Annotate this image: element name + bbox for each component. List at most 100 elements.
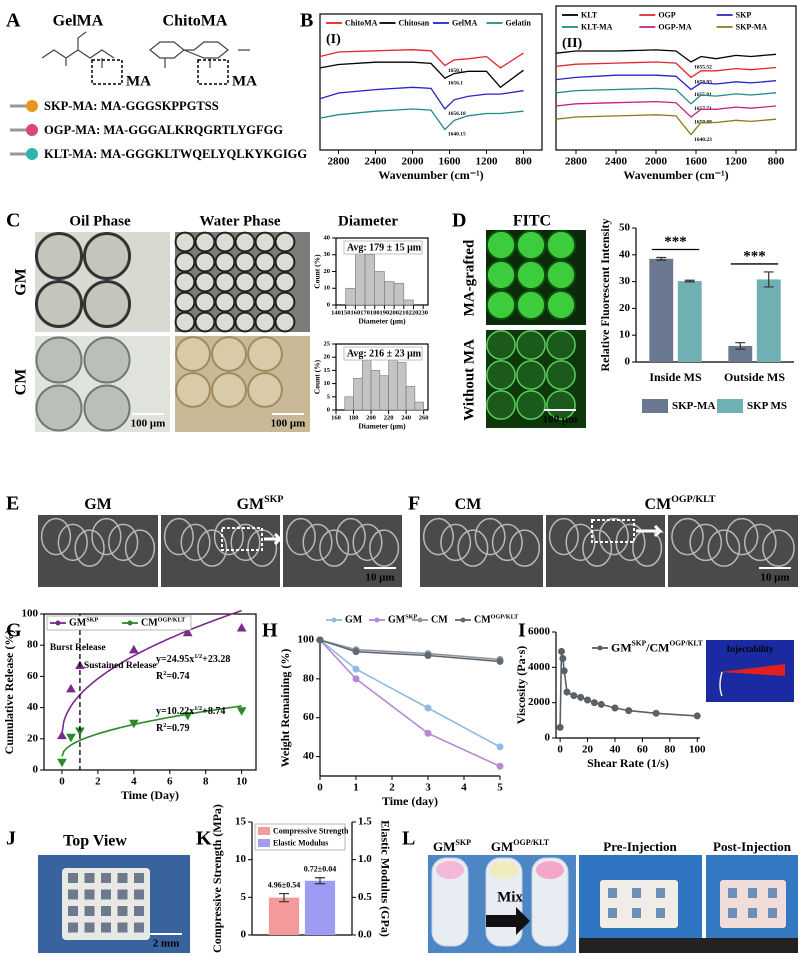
zoom-box: [591, 519, 635, 543]
legend-marker: [417, 617, 423, 623]
scaffold-pore: [117, 922, 128, 933]
y-axis-label: Count (%): [313, 359, 322, 394]
sem-image-ridge: [319, 529, 350, 567]
x-tick-label: 2000: [645, 156, 668, 168]
sem-image-ridge: [213, 517, 244, 556]
scaffold-pore: [68, 922, 78, 933]
significance: ***: [743, 248, 766, 264]
x-tick-label: 210: [399, 309, 409, 316]
histogram-bar: [388, 356, 398, 411]
x-tick-label: 200: [389, 309, 399, 316]
droplet: [516, 390, 546, 420]
sem-image-ridge: [565, 523, 596, 562]
droplet: [214, 231, 236, 253]
y-tick-label: 0: [241, 929, 247, 941]
image-label: CM: [455, 496, 482, 513]
y-tick-label: 10: [619, 329, 631, 341]
x-tick-label: 1200: [476, 156, 499, 168]
zoom-arrow: [636, 524, 664, 538]
molecule: [41, 31, 115, 68]
scale-bar-label: 10 μm: [365, 572, 394, 584]
peak-label: 1655.52: [694, 64, 712, 70]
scaffold-pore: [117, 906, 128, 916]
photo-label: Post-Injection: [713, 839, 792, 854]
image-label-part: GM: [84, 496, 112, 513]
legend-box: [46, 615, 192, 631]
series-line: [319, 639, 501, 663]
droplet: [247, 372, 283, 408]
x-tick-label: 240: [401, 414, 411, 421]
photo-label: Pre-Injection: [603, 839, 677, 854]
panel-letter: D: [452, 210, 466, 232]
droplet: [194, 231, 216, 253]
droplet: [234, 291, 256, 313]
panel-title: FITC: [513, 213, 551, 230]
legend-label-part: CM: [474, 615, 491, 626]
panel-letter: L: [402, 828, 415, 850]
histogram-bar: [379, 375, 389, 411]
sem-image-ridge: [491, 523, 523, 562]
fit-r2-part: R: [156, 723, 164, 734]
y-tick-label: 50: [619, 222, 631, 234]
scale-bar-label: 2 mm: [153, 938, 180, 950]
legend-label: GMSKP: [388, 613, 417, 625]
point: [352, 648, 360, 656]
droplet: [274, 311, 296, 333]
error-bar: [279, 892, 289, 903]
point: [66, 733, 76, 743]
fit-equation-part: +23.28: [202, 654, 230, 665]
droplet: [211, 336, 247, 372]
point: [496, 762, 504, 770]
x-axis-label: Diameter (μm): [358, 422, 406, 431]
panel-letter: C: [6, 210, 20, 232]
y-tick-label: 100: [22, 608, 39, 620]
y-tick-label: 10: [324, 285, 331, 292]
fit-curve: [61, 609, 242, 734]
fit-r2: R2=0.79: [156, 722, 190, 734]
point: [570, 692, 578, 700]
legend-marker: [55, 620, 61, 626]
sem-image-ridge: [689, 523, 723, 562]
droplet: [274, 231, 296, 253]
scaffold-pore: [728, 888, 737, 898]
y2-tick-label: 1.0: [358, 853, 372, 865]
x-tick-label: 160: [350, 309, 360, 316]
y-axis-label: Relative Fluorescent Intensity: [598, 218, 612, 371]
y-axis-label: Cumulative Release (%): [2, 630, 16, 755]
legend-marker: [460, 617, 466, 623]
peak-label: 1640.23: [694, 137, 712, 143]
sem-image-ridge: [369, 529, 400, 567]
image-label-part: CM: [645, 496, 672, 513]
row-label: CM: [13, 369, 30, 396]
sem-image-ridge: [743, 523, 777, 562]
point: [424, 729, 432, 737]
droplet: [174, 271, 196, 293]
point: [316, 636, 324, 644]
droplet: [485, 229, 517, 261]
zoom-box: [221, 527, 263, 551]
extruded-filament: [719, 671, 723, 697]
sem-image-ridge: [598, 517, 629, 556]
y-tick-label: 40: [303, 750, 315, 762]
sem-image-ridge: [671, 517, 704, 556]
legend-label-sup: SKP: [86, 616, 98, 623]
fit-equation-part: y=10.22x: [156, 706, 194, 717]
x-tick-label: 2400: [365, 156, 388, 168]
monomer-name: GelMA: [53, 13, 104, 30]
x-tick-label: 220: [409, 309, 419, 316]
legend-label: Gelatin: [506, 18, 532, 27]
histogram-bar: [345, 287, 356, 306]
y2-tick-label: 1.5: [358, 816, 372, 828]
series-line: [319, 639, 501, 661]
legend-label: SKP-MA: [736, 22, 768, 31]
x-axis-label: Time (Day): [121, 788, 179, 802]
scaffold-pore: [656, 888, 665, 898]
inset-label: Injectability: [727, 644, 774, 654]
droplet: [214, 311, 236, 333]
sem-image-ridge: [180, 523, 211, 562]
legend-label: ChitoMA: [345, 18, 378, 27]
series-line: [319, 61, 524, 89]
scaffold-pore: [117, 873, 128, 883]
y-axis-label: Viscosity (Pa·s): [514, 646, 528, 725]
